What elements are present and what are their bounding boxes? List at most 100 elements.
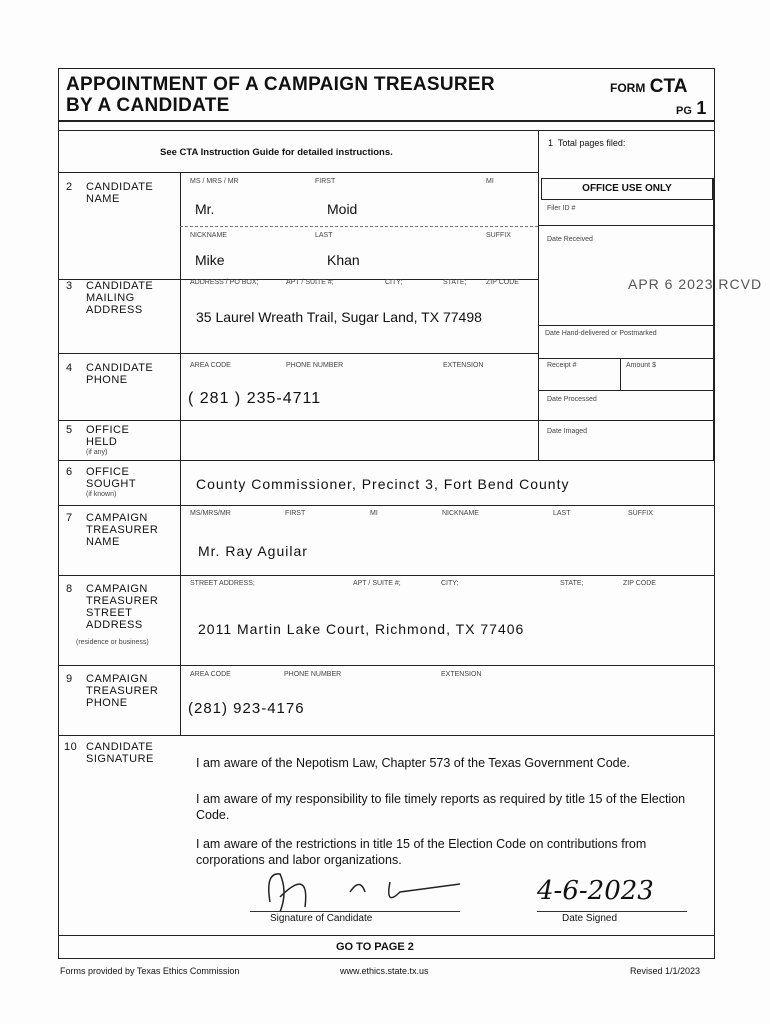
candidate-phone-value[interactable]: ( 281 ) 235-4711 [188,390,322,407]
rule-line [713,178,714,460]
rule-line [58,172,538,173]
f-mi-text: MI [370,510,378,517]
f-area-text: AREA CODE [190,671,231,678]
f-apt-text: APT / SUITE #; [286,279,334,286]
f-state-text: STATE; [443,279,467,286]
pg-number-text: 1 [696,98,707,118]
rule-line [620,358,621,390]
rule-line [180,226,538,227]
go-to-page-2[interactable]: GO TO PAGE 2 [336,941,414,953]
treasurer-address-label: CAMPAIGN TREASURER STREET ADDRESS [86,583,159,631]
rule-line [58,460,715,461]
f-zip-text: ZIP CODE [486,279,519,286]
rule-line [58,735,715,736]
page-number: PG 1 [676,98,706,119]
mailing-address-value[interactable]: 35 Laurel Wreath Trail, Sugar Land, TX 7… [196,309,482,325]
f-title-text: MS / MRS / MR [190,178,239,185]
title-line-2: BY A CANDIDATE [66,95,230,116]
f-last-text: LAST [315,232,333,239]
rule-line [537,911,687,912]
f-first-text: FIRST [315,178,336,185]
num-text: 3 [66,280,73,292]
amount-label: Amount $ [626,362,656,369]
signature-caption: Signature of Candidate [270,913,373,924]
footer-revised: Revised 1/1/2023 [630,966,701,976]
num-text: 9 [66,673,73,685]
mailing-address-label: CANDIDATE MAILING ADDRESS [86,280,154,316]
date-signed-caption: Date Signed [562,913,618,924]
f-addr-text: ADDRESS / PO BOX; [190,279,259,286]
rule-line [58,935,715,936]
f-suffix-text: SUFFIX [628,510,653,517]
footer-url[interactable]: www.ethics.state.tx.us [340,966,429,976]
candidate-first-value[interactable]: Moid [327,201,358,217]
num-text: 7 [66,512,73,524]
office-use-title: OFFICE USE ONLY [582,183,672,194]
candidate-phone-label: CANDIDATE PHONE [86,362,154,386]
num-text: 5 [66,424,73,436]
candidate-title-value[interactable]: Mr. [195,201,215,217]
label-text: Total pages filed: [557,138,626,148]
form-code: FORM CTA [610,76,687,98]
rule-line [58,120,715,122]
rule-line [541,178,713,200]
treasurer-phone-value[interactable]: (281) 923-4176 [188,700,305,717]
treasurer-name-label: CAMPAIGN TREASURER NAME [86,512,159,548]
f-first-text: FIRST [285,510,306,517]
pg-label-text: PG [676,105,692,117]
f-city-text: CITY; [385,279,403,286]
note-text: (if any) [86,449,108,456]
rule-line [58,420,715,421]
form-border [58,68,715,959]
num-text: 8 [66,583,73,595]
date-processed-label: Date Processed [547,396,597,403]
note-text: (if known) [86,491,117,498]
f-addr-text: STREET ADDRESS; [190,580,255,587]
title-line-1: APPOINTMENT OF A CAMPAIGN TREASURER [66,74,495,95]
treasurer-name-value[interactable]: Mr. Ray Aguilar [198,543,308,559]
date-received-label: Date Received [547,236,593,243]
f-phone-text: PHONE NUMBER [286,362,344,369]
rule-line [58,130,715,131]
responsibility-statement: I am aware of my responsibility to file … [196,792,686,822]
form-label-text: FORM [610,81,646,95]
f-title-text: MS/MRS/MR [190,510,231,517]
f-phone-text: PHONE NUMBER [284,671,342,678]
f-last-text: LAST [553,510,571,517]
rule-line [58,279,538,280]
candidate-name-label: CANDIDATE NAME [86,181,154,205]
candidate-nickname-value[interactable]: Mike [195,252,225,268]
rule-line [58,665,715,666]
rule-line [538,325,713,326]
value-text: 1 [548,138,554,148]
total-pages: 1 Total pages filed: [548,138,625,148]
rule-line [538,390,713,391]
f-ext-text: EXTENSION [443,362,484,369]
date-imaged-label: Date Imaged [547,428,588,435]
rule-line [58,505,715,506]
date-hand-label: Date Hand-delivered or Postmarked [545,330,657,337]
f-nick-text: NICKNAME [190,232,227,239]
treasurer-address-value[interactable]: 2011 Martin Lake Court, Richmond, TX 774… [198,621,525,637]
treasurer-phone-label: CAMPAIGN TREASURER PHONE [86,673,159,709]
f-state-text: STATE; [560,580,584,587]
date-signed-value: 4-6-2023 [537,876,654,906]
restrictions-statement: I am aware of the restrictions in title … [196,837,647,867]
f-apt-text: APT / SUITE #; [353,580,401,587]
num-text: 10 [64,741,78,753]
rule-line [538,225,713,226]
num-text: 4 [66,362,73,374]
filer-id-label: Filer ID # [547,205,576,212]
office-sought-label: OFFICE SOUGHT [86,466,137,490]
f-area-text: AREA CODE [190,362,231,369]
rule-line [538,130,539,460]
f-city-text: CITY; [441,580,459,587]
office-sought-value[interactable]: County Commissioner, Precinct 3, Fort Be… [196,476,570,492]
f-mi-text: MI [486,178,494,185]
rule-line [58,575,715,576]
receipt-label: Receipt # [547,362,577,369]
instructions-text: See CTA Instruction Guide for detailed i… [160,147,393,158]
f-nick-text: NICKNAME [442,510,479,517]
candidate-last-value[interactable]: Khan [327,252,360,268]
